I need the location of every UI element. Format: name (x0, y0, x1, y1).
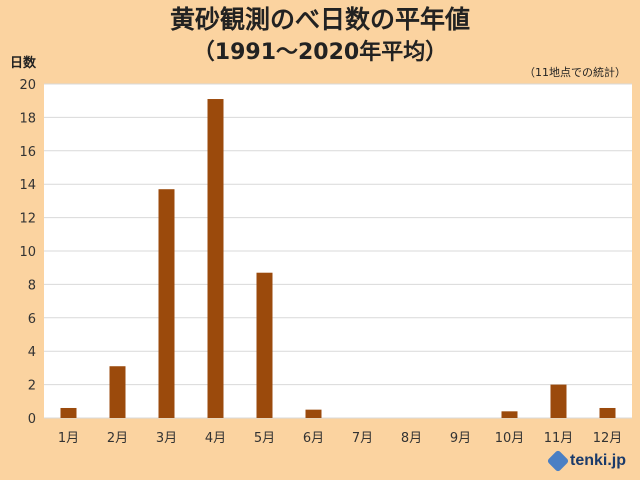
y-tick-labels: 0 2 4 6 8 10 12 14 16 18 20 (19, 78, 36, 427)
x-tick-label: 10月 (495, 431, 525, 446)
bar (550, 384, 567, 418)
y-tick-label: 14 (19, 178, 36, 193)
bar (109, 366, 126, 418)
y-axis-label: 日数 (10, 56, 37, 71)
x-tick-label: 8月 (401, 431, 422, 446)
bar (256, 272, 273, 418)
x-tick-label: 12月 (593, 431, 623, 446)
y-tick-label: 20 (19, 78, 36, 93)
bar (207, 99, 224, 418)
x-tick-label: 6月 (303, 431, 324, 446)
y-tick-label: 8 (28, 278, 36, 293)
logo-icon (546, 449, 570, 473)
x-tick-label: 9月 (450, 431, 471, 446)
x-tick-label: 4月 (205, 431, 226, 446)
y-tick-label: 2 (28, 379, 36, 394)
bar (60, 407, 77, 418)
y-tick-label: 4 (28, 345, 36, 360)
statistics-note: （11地点での統計） (524, 66, 626, 79)
x-tick-label: 5月 (254, 431, 275, 446)
bar (158, 189, 175, 418)
y-tick-label: 0 (28, 412, 36, 427)
y-tick-label: 18 (19, 111, 36, 126)
x-tick-label: 7月 (352, 431, 373, 446)
tenki-logo: tenki.jp (546, 449, 626, 473)
x-tick-label: 3月 (156, 431, 177, 446)
chart-title: 黄砂観測のべ日数の平年値 (169, 5, 470, 34)
y-tick-label: 12 (19, 212, 36, 227)
grid-lines (44, 83, 632, 419)
bar (599, 407, 616, 418)
y-tick-label: 16 (19, 145, 36, 160)
y-tick-label: 6 (28, 312, 36, 327)
x-tick-labels: 1月 2月 3月 4月 5月 6月 7月 8月 9月 10月 11月 12月 (58, 431, 622, 446)
x-tick-label: 11月 (544, 431, 574, 446)
y-tick-label: 10 (19, 245, 36, 260)
x-tick-label: 1月 (58, 431, 79, 446)
bars (60, 99, 616, 418)
bar (305, 409, 322, 418)
x-tick-label: 2月 (107, 431, 128, 446)
bar (501, 411, 518, 418)
chart-subtitle: （1991～2020年平均） (192, 40, 448, 65)
logo-text: tenki.jp (569, 452, 626, 469)
